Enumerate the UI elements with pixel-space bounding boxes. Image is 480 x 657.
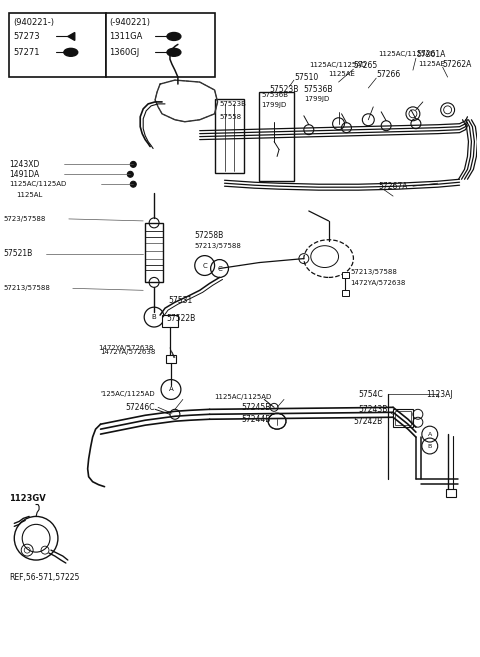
Text: 1472YA/572638: 1472YA/572638 bbox=[350, 281, 406, 286]
Text: 1491DA: 1491DA bbox=[9, 170, 39, 179]
Text: 57521B: 57521B bbox=[3, 249, 33, 258]
Circle shape bbox=[127, 171, 133, 177]
Text: (-940221): (-940221) bbox=[109, 18, 150, 27]
Text: 5723/57588: 5723/57588 bbox=[3, 216, 46, 222]
Text: 57522B: 57522B bbox=[166, 313, 195, 323]
Text: (940221-): (940221-) bbox=[13, 18, 54, 27]
Bar bbox=[166, 355, 176, 363]
Text: 57244B: 57244B bbox=[241, 415, 271, 424]
Bar bbox=[342, 273, 349, 279]
Text: 1125AC/1125AD: 1125AC/1125AD bbox=[215, 394, 272, 400]
Bar bbox=[9, 12, 106, 77]
Text: 1125AL: 1125AL bbox=[16, 192, 43, 198]
Text: 57531: 57531 bbox=[168, 296, 192, 305]
Text: 1472YA/572638: 1472YA/572638 bbox=[98, 345, 154, 351]
Text: 1123GV: 1123GV bbox=[9, 494, 46, 503]
Text: B: B bbox=[152, 314, 156, 320]
Ellipse shape bbox=[167, 32, 181, 41]
Text: 1799JD: 1799JD bbox=[261, 102, 287, 108]
Ellipse shape bbox=[311, 246, 338, 267]
Text: 57258B: 57258B bbox=[195, 231, 224, 240]
Text: 1472YA/572638: 1472YA/572638 bbox=[100, 349, 156, 355]
Text: 57536B: 57536B bbox=[304, 85, 333, 93]
Ellipse shape bbox=[64, 49, 78, 57]
Text: 1243XD: 1243XD bbox=[9, 160, 40, 169]
Text: 57266: 57266 bbox=[376, 70, 400, 79]
Text: A: A bbox=[168, 386, 173, 392]
Bar bbox=[215, 99, 244, 173]
Ellipse shape bbox=[304, 240, 353, 277]
Text: 57213/57588: 57213/57588 bbox=[3, 285, 50, 291]
Text: 57536B: 57536B bbox=[261, 92, 288, 98]
Text: C: C bbox=[217, 265, 222, 271]
Text: 1799JD: 1799JD bbox=[304, 96, 329, 102]
Bar bbox=[106, 12, 215, 77]
Text: 5754C: 5754C bbox=[359, 390, 383, 399]
Text: 57262A: 57262A bbox=[443, 60, 472, 69]
Text: 57246C: 57246C bbox=[125, 403, 155, 412]
Ellipse shape bbox=[167, 49, 181, 57]
Text: C: C bbox=[202, 263, 207, 269]
Text: '125AC/1125AD: '125AC/1125AD bbox=[100, 392, 155, 397]
Bar bbox=[395, 411, 411, 425]
Text: B: B bbox=[428, 443, 432, 449]
Text: REF,56-571,57225: REF,56-571,57225 bbox=[9, 574, 80, 582]
Text: 1125AE: 1125AE bbox=[329, 71, 356, 77]
Text: 57558: 57558 bbox=[219, 114, 241, 120]
Text: 1311GA: 1311GA bbox=[109, 32, 143, 41]
Text: 57523B: 57523B bbox=[269, 85, 299, 93]
Text: 1125AC/1125AD: 1125AC/1125AD bbox=[378, 51, 435, 57]
Bar bbox=[162, 315, 178, 327]
Circle shape bbox=[130, 162, 136, 168]
Text: 57271: 57271 bbox=[13, 48, 40, 57]
Bar bbox=[145, 223, 163, 283]
Text: 57267A: 57267A bbox=[378, 182, 408, 191]
Text: 57523B: 57523B bbox=[219, 101, 246, 107]
Text: 1360GJ: 1360GJ bbox=[109, 48, 140, 57]
Text: 57213/57588: 57213/57588 bbox=[195, 242, 241, 249]
Bar bbox=[393, 409, 413, 427]
Bar bbox=[445, 489, 456, 497]
Text: A: A bbox=[428, 432, 432, 437]
Bar bbox=[259, 92, 294, 181]
Text: 1125AE: 1125AE bbox=[418, 61, 445, 67]
Circle shape bbox=[130, 181, 136, 187]
Text: 1125AC/1125AD: 1125AC/1125AD bbox=[9, 181, 67, 187]
Text: 57273: 57273 bbox=[13, 32, 40, 41]
Text: 57261A: 57261A bbox=[416, 50, 445, 59]
Text: 57213/57588: 57213/57588 bbox=[350, 269, 397, 275]
Text: 1125AC/1125AD: 1125AC/1125AD bbox=[309, 62, 366, 68]
Text: 57243B: 57243B bbox=[359, 405, 388, 414]
Text: 57242B: 57242B bbox=[353, 417, 383, 426]
Text: 57265: 57265 bbox=[353, 60, 378, 70]
Bar bbox=[342, 290, 349, 296]
Text: 57245B: 57245B bbox=[241, 403, 271, 412]
Text: 1123AJ: 1123AJ bbox=[426, 390, 453, 399]
Polygon shape bbox=[68, 32, 75, 41]
Text: 57510: 57510 bbox=[294, 73, 318, 81]
